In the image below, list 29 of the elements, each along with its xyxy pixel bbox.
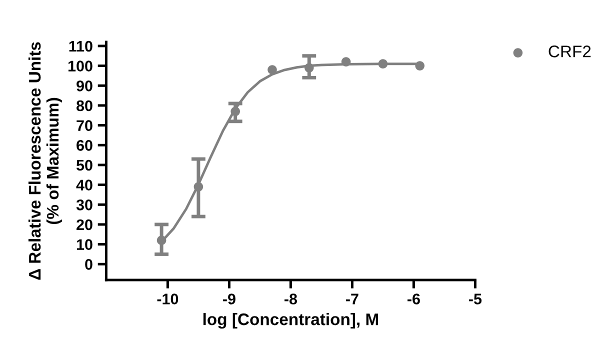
- point: [378, 59, 388, 68]
- point: [341, 57, 351, 66]
- x-tick-label: -9: [223, 294, 236, 304]
- x-axis-title: log [Concentration], M: [203, 312, 378, 329]
- y-tick-label: 10: [76, 239, 92, 250]
- point: [156, 236, 166, 245]
- point: [415, 61, 425, 70]
- y-tick-label: 70: [76, 120, 92, 131]
- point: [230, 106, 240, 116]
- y-tick-label: 80: [76, 100, 92, 112]
- x-tick-label: -7: [346, 294, 358, 304]
- y-tick-label: 40: [76, 180, 92, 190]
- point: [304, 63, 314, 72]
- y-tick-label: 90: [76, 80, 92, 92]
- y-tick-label: 60: [76, 140, 92, 151]
- y-tick-label: 20: [76, 219, 92, 230]
- y-tick-label: 0: [85, 259, 92, 270]
- legend-label: CRF2: [548, 46, 591, 58]
- y-tick-label: 110: [69, 40, 92, 52]
- x-tick-label: -6: [408, 294, 420, 304]
- y-axis-title: Δ Relative Fluorescence Units (% of Maximum): [28, 42, 62, 280]
- y-tick-label: 50: [76, 160, 92, 171]
- y-tick-label: 100: [68, 60, 92, 72]
- x-tick-label: -5: [469, 294, 482, 304]
- point: [268, 65, 277, 74]
- x-tick-label: -10: [157, 294, 178, 304]
- x-tick-label: -8: [284, 294, 298, 304]
- y-tick-label: 30: [76, 200, 92, 210]
- point: [194, 182, 204, 192]
